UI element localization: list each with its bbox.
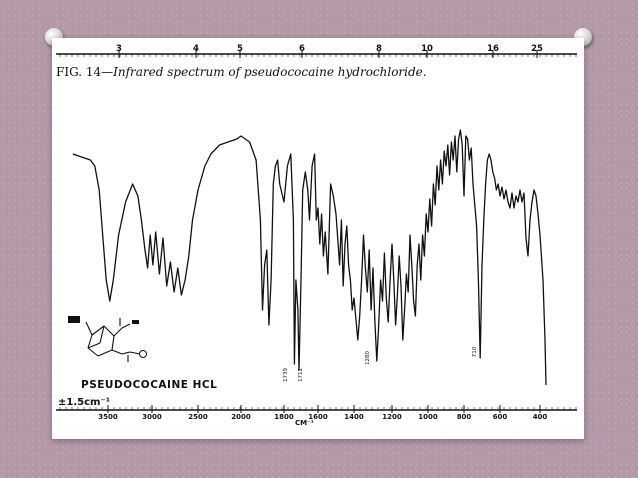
bottom-axis-tick-label: 1200 bbox=[382, 413, 402, 421]
structure-bond-line bbox=[97, 349, 113, 357]
structure-bond-line bbox=[91, 325, 105, 336]
figure-slide bbox=[52, 38, 584, 439]
peak-annotation-label: 1280 bbox=[365, 351, 371, 365]
structure-bond-line bbox=[111, 349, 123, 355]
peak-annotation-label: 710 bbox=[472, 346, 478, 357]
structure-bond-line bbox=[87, 347, 99, 357]
bottom-axis-tick-label: 1800 bbox=[274, 413, 294, 421]
scale-label: ±1.5cm⁻¹ bbox=[58, 397, 111, 408]
bottom-axis-tick-label: 800 bbox=[457, 413, 472, 421]
bottom-axis-tick-label: 600 bbox=[493, 413, 508, 421]
bottom-axis-tick-label: 400 bbox=[533, 413, 548, 421]
structure-bond-line bbox=[87, 334, 93, 349]
peak-annotation-label: 1739 bbox=[283, 368, 289, 382]
structure-phenyl-ring bbox=[139, 350, 147, 358]
top-axis-tick-label: 16 bbox=[487, 44, 499, 54]
compound-label: PSEUDOCOCAINE HCL bbox=[81, 379, 218, 391]
bottom-axis-tick-label: 3000 bbox=[142, 413, 162, 421]
structure-bond-line bbox=[99, 325, 105, 344]
top-axis-tick-label: 10 bbox=[421, 44, 433, 54]
top-axis-tick-label: 25 bbox=[531, 44, 543, 54]
bottom-axis-tick-label: 1000 bbox=[418, 413, 438, 421]
structure-bond-line bbox=[121, 323, 131, 329]
structure-bond-line bbox=[129, 351, 141, 355]
figure-tag: FIG. 14— bbox=[56, 65, 114, 79]
structure-bond-line bbox=[113, 327, 123, 337]
top-axis-tick-label: 4 bbox=[193, 44, 199, 54]
structure-bond-line bbox=[111, 335, 115, 351]
structure-bond-line bbox=[103, 325, 115, 337]
bottom-axis-tick-label: 2500 bbox=[188, 413, 208, 421]
figure-description: Infrared spectrum of pseudococaine hydro… bbox=[113, 65, 427, 79]
x-axis-unit-label: CM⁻¹ bbox=[295, 419, 314, 427]
structure-bond-line bbox=[87, 342, 101, 349]
structure-bond-line bbox=[121, 351, 131, 355]
structure-methyl-ester-mark bbox=[132, 320, 139, 324]
bottom-axis-tick-label: 2000 bbox=[231, 413, 251, 421]
top-axis-tick-label: 8 bbox=[376, 44, 382, 54]
bottom-axis-tick-label: 1600 bbox=[308, 413, 328, 421]
top-axis-tick-label: 3 bbox=[116, 44, 122, 54]
figure-caption: FIG. 14—Infrared spectrum of pseudococai… bbox=[56, 65, 427, 79]
top-axis-tick-label: 5 bbox=[237, 44, 243, 54]
structure-bond-line bbox=[85, 321, 93, 336]
peak-annotation-label: 1712 bbox=[298, 368, 304, 382]
ir-spectrum-trace bbox=[72, 129, 547, 386]
bottom-axis-tick-label: 1400 bbox=[344, 413, 364, 421]
structure-n-methyl-mark bbox=[68, 316, 80, 323]
bottom-axis-tick-label: 3500 bbox=[98, 413, 118, 421]
top-axis-tick-label: 6 bbox=[299, 44, 305, 54]
